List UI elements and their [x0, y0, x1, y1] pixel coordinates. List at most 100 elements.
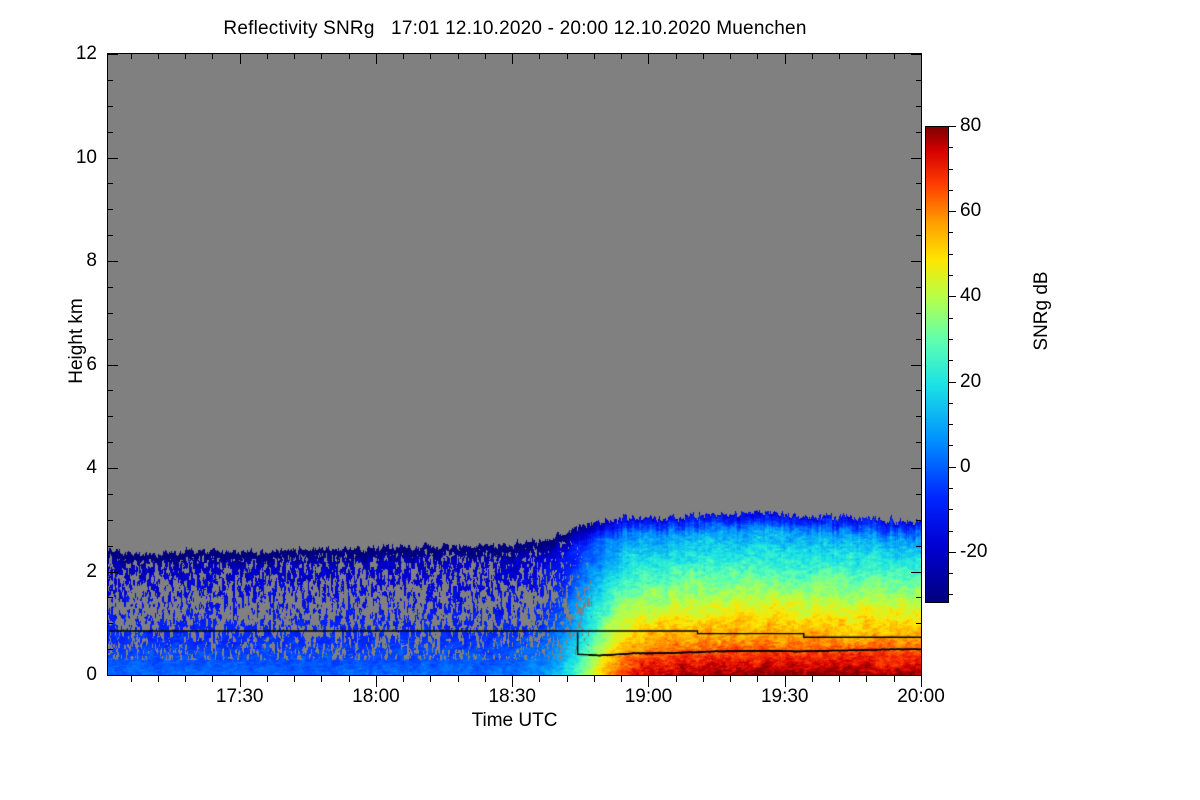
y-tick-mark: [107, 468, 118, 469]
y-tick-mark: [911, 157, 922, 159]
x-tick-minor: [157, 676, 159, 682]
y-tick-mark: [107, 571, 118, 573]
y-tick-minor: [107, 545, 113, 547]
x-tick-minor: [621, 676, 623, 682]
colorbar-tick-minor: [949, 232, 953, 234]
colorbar-tick-minor: [949, 573, 953, 575]
x-tick-minor: [675, 676, 677, 682]
y-tick-minor: [107, 442, 113, 444]
y-tick-minor: [107, 183, 113, 185]
x-tick-minor: [866, 53, 868, 59]
colorbar-tick-minor: [949, 338, 953, 340]
colorbar-tick-minor: [949, 189, 953, 191]
y-tick-minor: [916, 338, 922, 340]
x-tick-minor: [212, 53, 214, 59]
x-axis-label: Time UTC: [471, 710, 558, 731]
x-tick-minor: [484, 676, 486, 682]
y-tick-minor: [916, 105, 922, 107]
y-tick-mark: [107, 157, 118, 159]
x-tick-label: 20:00: [897, 686, 945, 707]
colorbar-gradient: [926, 127, 948, 602]
colorbar-tick-mark: [949, 126, 956, 127]
colorbar-tick-mark: [949, 211, 956, 213]
x-tick-minor: [566, 676, 568, 682]
x-tick-minor: [212, 676, 214, 682]
x-tick-minor: [185, 676, 187, 682]
colorbar-tick-label: 80: [960, 115, 982, 136]
y-tick-minor: [107, 519, 113, 521]
y-tick-minor: [916, 209, 922, 211]
y-tick-label: 4: [86, 457, 97, 478]
x-tick-minor: [430, 53, 432, 59]
x-tick-mark: [375, 53, 377, 64]
y-tick-minor: [916, 442, 922, 444]
x-tick-minor: [566, 53, 568, 59]
y-axis-label: Height km: [66, 298, 87, 384]
y-tick-minor: [916, 623, 922, 625]
colorbar-tick-minor: [949, 488, 953, 489]
x-tick-minor: [430, 676, 432, 682]
y-tick-minor: [107, 286, 113, 288]
x-tick-minor: [702, 53, 704, 59]
colorbar-tick-minor: [949, 168, 953, 170]
colorbar-tick-mark: [949, 551, 956, 553]
x-tick-minor: [457, 53, 459, 59]
x-tick-label: 17:30: [215, 686, 264, 707]
x-tick-minor: [593, 676, 595, 682]
x-tick-label: 19:00: [624, 686, 673, 707]
y-tick-mark: [911, 54, 922, 55]
y-tick-label: 6: [86, 353, 97, 375]
y-tick-minor: [107, 235, 113, 237]
x-tick-minor: [839, 676, 841, 682]
colorbar-title: SNRg dB: [1031, 271, 1052, 351]
y-tick-mark: [911, 468, 922, 469]
x-tick-minor: [294, 676, 296, 682]
x-tick-minor: [621, 53, 623, 59]
colorbar-tick-label: 60: [960, 200, 982, 222]
x-tick-mark: [648, 676, 650, 687]
x-tick-minor: [811, 676, 813, 682]
y-tick-minor: [107, 105, 113, 107]
y-tick-minor: [107, 390, 113, 392]
y-tick-minor: [107, 312, 113, 314]
x-tick-mark: [239, 676, 241, 687]
x-tick-mark: [239, 53, 241, 64]
y-tick-mark: [911, 261, 922, 262]
y-tick-mark: [107, 54, 118, 55]
y-tick-minor: [107, 623, 113, 625]
y-tick-minor: [107, 131, 113, 133]
colorbar-tick-minor: [949, 147, 953, 149]
y-tick-minor: [916, 235, 922, 237]
x-tick-mark: [921, 53, 922, 64]
x-tick-minor: [321, 676, 323, 682]
x-tick-minor: [675, 53, 677, 59]
y-tick-minor: [916, 519, 922, 521]
x-tick-mark: [512, 53, 514, 64]
y-tick-minor: [107, 597, 113, 599]
y-tick-label: 12: [75, 43, 97, 64]
y-tick-minor: [107, 649, 113, 651]
y-tick-mark: [107, 675, 118, 676]
x-tick-minor: [702, 676, 704, 682]
colorbar-tick-minor: [949, 530, 953, 532]
x-tick-label: 19:30: [760, 686, 809, 707]
y-tick-minor: [916, 649, 922, 651]
x-tick-label: 18:00: [352, 686, 400, 707]
x-tick-mark: [784, 53, 786, 64]
y-tick-mark: [107, 261, 118, 262]
x-tick-minor: [266, 676, 268, 682]
y-tick-minor: [916, 79, 922, 81]
colorbar-tick-minor: [949, 594, 953, 596]
x-tick-minor: [130, 676, 132, 682]
y-tick-minor: [916, 597, 922, 599]
colorbar-tick-minor: [949, 445, 953, 447]
x-tick-minor: [893, 53, 895, 59]
x-tick-minor: [811, 53, 813, 59]
x-tick-minor: [539, 676, 541, 682]
y-tick-mark: [911, 364, 922, 366]
colorbar-tick-label: -20: [960, 540, 988, 562]
colorbar: [925, 126, 949, 603]
y-tick-minor: [916, 390, 922, 392]
x-tick-minor: [294, 53, 296, 59]
